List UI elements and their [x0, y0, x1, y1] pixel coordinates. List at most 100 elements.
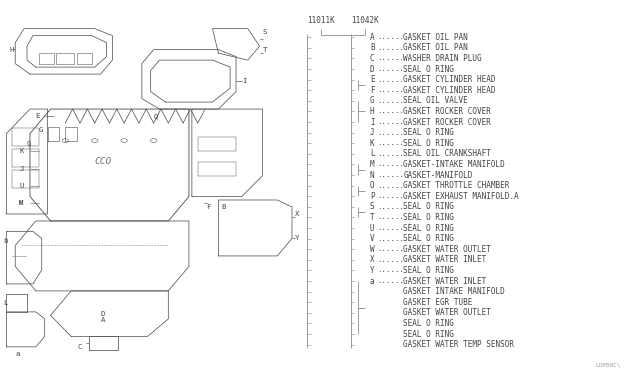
- Text: ......: ......: [378, 129, 404, 136]
- Text: D: D: [100, 311, 105, 317]
- Text: GASKET CYLINDER HEAD: GASKET CYLINDER HEAD: [403, 75, 496, 84]
- Text: O: O: [370, 181, 374, 190]
- Text: 11042K: 11042K: [351, 16, 379, 25]
- Text: ......: ......: [378, 34, 404, 40]
- Text: ......: ......: [378, 278, 404, 284]
- Text: F: F: [370, 86, 374, 95]
- Text: ......: ......: [378, 214, 404, 221]
- Text: L: L: [4, 300, 8, 306]
- Text: E: E: [35, 113, 40, 119]
- Text: E: E: [370, 75, 374, 84]
- Text: ......: ......: [378, 151, 404, 157]
- Text: Y: Y: [370, 266, 374, 275]
- Text: SEAL O RING: SEAL O RING: [403, 202, 454, 211]
- Text: W: W: [370, 245, 374, 254]
- Text: ......: ......: [378, 87, 404, 93]
- Text: SEAL O RING: SEAL O RING: [403, 128, 454, 137]
- Text: J: J: [370, 128, 374, 137]
- Text: S: S: [370, 202, 374, 211]
- Text: GASKET WATER OUTLET: GASKET WATER OUTLET: [403, 308, 491, 317]
- Text: SEAL O RING: SEAL O RING: [403, 64, 454, 74]
- Text: GASKET WATER INLET: GASKET WATER INLET: [403, 255, 486, 264]
- Text: J: J: [19, 166, 24, 171]
- Text: ......: ......: [378, 161, 404, 167]
- Text: L: L: [370, 149, 374, 158]
- Text: SEAL O RING: SEAL O RING: [403, 139, 454, 148]
- Text: ......: ......: [378, 119, 404, 125]
- Text: ......: ......: [378, 45, 404, 51]
- Text: GASKET ROCKER COVER: GASKET ROCKER COVER: [403, 107, 491, 116]
- Text: a: a: [370, 276, 374, 286]
- Text: ......: ......: [378, 172, 404, 178]
- Text: U: U: [370, 224, 374, 232]
- Text: V: V: [370, 234, 374, 243]
- Text: C: C: [77, 344, 81, 350]
- Text: SEAL O RING: SEAL O RING: [403, 266, 454, 275]
- Text: C: C: [370, 54, 374, 63]
- Text: N: N: [370, 170, 374, 180]
- Text: ......: ......: [378, 77, 404, 83]
- Text: D: D: [370, 64, 374, 74]
- Text: ......: ......: [378, 98, 404, 104]
- Text: ......: ......: [378, 246, 404, 252]
- Text: ......: ......: [378, 204, 404, 210]
- Text: CCO: CCO: [95, 157, 112, 166]
- Text: ......: ......: [378, 225, 404, 231]
- Text: M: M: [19, 201, 24, 206]
- Text: K: K: [370, 139, 374, 148]
- Text: G: G: [26, 141, 31, 147]
- Text: a: a: [15, 351, 20, 357]
- Text: K: K: [19, 148, 24, 154]
- Text: ......: ......: [378, 235, 404, 242]
- Text: H: H: [10, 46, 14, 52]
- Text: SEAL O RING: SEAL O RING: [403, 213, 454, 222]
- Text: GASKET EXHAUST MANIFOLD.A: GASKET EXHAUST MANIFOLD.A: [403, 192, 519, 201]
- Text: SEAL O RING: SEAL O RING: [403, 319, 454, 328]
- Text: F: F: [207, 204, 211, 210]
- Text: Q: Q: [154, 113, 158, 119]
- Text: SEAL O RING: SEAL O RING: [403, 234, 454, 243]
- Text: I: I: [370, 118, 374, 126]
- Text: GASKET WATER INLET: GASKET WATER INLET: [403, 276, 486, 286]
- Text: GASKET WATER TEMP SENSOR: GASKET WATER TEMP SENSOR: [403, 340, 514, 349]
- Text: SEAL OIL CRANKSHAFT: SEAL OIL CRANKSHAFT: [403, 149, 491, 158]
- Text: X: X: [295, 211, 300, 217]
- Text: ......: ......: [378, 257, 404, 263]
- Text: A: A: [100, 317, 105, 323]
- Text: ......: ......: [378, 193, 404, 199]
- Text: GASKET WATER OUTLET: GASKET WATER OUTLET: [403, 245, 491, 254]
- Text: ......: ......: [378, 108, 404, 115]
- Text: B: B: [370, 43, 374, 52]
- Text: ......: ......: [378, 55, 404, 61]
- Text: G: G: [370, 96, 374, 105]
- Text: GASKET ROCKER COVER: GASKET ROCKER COVER: [403, 118, 491, 126]
- Text: GASKET OIL PAN: GASKET OIL PAN: [403, 43, 468, 52]
- Text: A: A: [370, 33, 374, 42]
- Text: GASKET EGR TUBE: GASKET EGR TUBE: [403, 298, 472, 307]
- Text: T: T: [370, 213, 374, 222]
- Text: H: H: [370, 107, 374, 116]
- Text: ......: ......: [378, 267, 404, 273]
- Text: GASKET CYLINDER HEAD: GASKET CYLINDER HEAD: [403, 86, 496, 95]
- Text: ......: ......: [378, 140, 404, 146]
- Text: U: U: [19, 183, 24, 189]
- Text: SEAL O RING: SEAL O RING: [403, 224, 454, 232]
- Text: b: b: [4, 238, 8, 244]
- Text: GASKET-INTAKE MANIFOLD: GASKET-INTAKE MANIFOLD: [403, 160, 505, 169]
- Text: Y: Y: [295, 235, 300, 241]
- Text: SEAL OIL VALVE: SEAL OIL VALVE: [403, 96, 468, 105]
- Text: WASHER DRAIN PLUG: WASHER DRAIN PLUG: [403, 54, 482, 63]
- Text: M: M: [370, 160, 374, 169]
- Text: G: G: [38, 127, 43, 133]
- Text: GASKET OIL PAN: GASKET OIL PAN: [403, 33, 468, 42]
- Text: S: S: [262, 29, 267, 35]
- Text: GASKET INTAKE MANIFOLD: GASKET INTAKE MANIFOLD: [403, 287, 505, 296]
- Text: P: P: [370, 192, 374, 201]
- Text: I: I: [242, 78, 246, 84]
- Text: B: B: [221, 204, 226, 210]
- Text: ......: ......: [378, 183, 404, 189]
- Text: ......: ......: [378, 66, 404, 72]
- Text: X: X: [370, 255, 374, 264]
- Text: 11011K: 11011K: [307, 16, 335, 25]
- Text: GASKET-MANIFOLD: GASKET-MANIFOLD: [403, 170, 472, 180]
